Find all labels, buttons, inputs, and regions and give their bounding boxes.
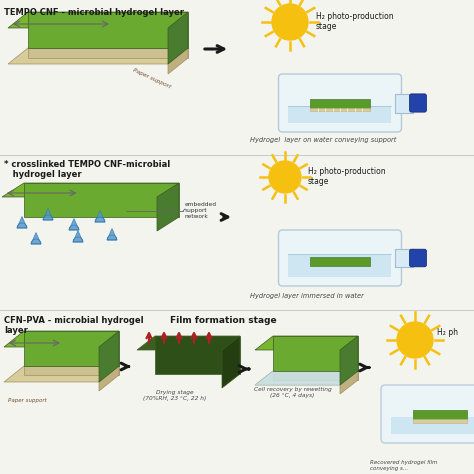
Text: Hydrogel  layer on water conveying support: Hydrogel layer on water conveying suppor… bbox=[250, 137, 396, 143]
Polygon shape bbox=[99, 366, 119, 391]
FancyBboxPatch shape bbox=[410, 249, 427, 267]
Text: embedded
support
network: embedded support network bbox=[185, 202, 217, 219]
Bar bbox=[289, 254, 392, 277]
Bar bbox=[310, 108, 370, 111]
Polygon shape bbox=[222, 336, 240, 388]
Text: H₂ photo-production
stage: H₂ photo-production stage bbox=[308, 167, 386, 186]
Text: TEMPO CNF - microbial hydrogel layer: TEMPO CNF - microbial hydrogel layer bbox=[4, 8, 184, 17]
Polygon shape bbox=[340, 336, 358, 385]
Polygon shape bbox=[157, 183, 179, 231]
Polygon shape bbox=[340, 371, 358, 394]
Polygon shape bbox=[255, 371, 358, 385]
Polygon shape bbox=[273, 336, 358, 371]
Polygon shape bbox=[69, 219, 79, 230]
Text: Drying stage
(70%RH, 23 °C, 22 h): Drying stage (70%RH, 23 °C, 22 h) bbox=[143, 390, 206, 401]
Text: H₂ photo-production
stage: H₂ photo-production stage bbox=[316, 12, 393, 31]
Polygon shape bbox=[168, 12, 188, 64]
Bar bbox=[310, 257, 370, 266]
Circle shape bbox=[269, 161, 301, 193]
Polygon shape bbox=[155, 336, 240, 374]
Polygon shape bbox=[28, 48, 188, 58]
Text: Hydrogel layer immersed in water: Hydrogel layer immersed in water bbox=[250, 293, 364, 299]
Polygon shape bbox=[168, 48, 188, 74]
Polygon shape bbox=[17, 217, 27, 228]
FancyBboxPatch shape bbox=[279, 230, 401, 286]
FancyBboxPatch shape bbox=[279, 74, 401, 132]
Bar bbox=[413, 419, 467, 423]
Text: CFN-PVA - microbial hydrogel
layer: CFN-PVA - microbial hydrogel layer bbox=[4, 316, 144, 336]
Polygon shape bbox=[4, 331, 119, 347]
Polygon shape bbox=[137, 336, 240, 350]
Polygon shape bbox=[255, 336, 358, 350]
Text: Paper support: Paper support bbox=[132, 67, 172, 89]
Text: Cell recovery by rewetting
(26 °C, 4 days): Cell recovery by rewetting (26 °C, 4 day… bbox=[254, 387, 331, 398]
Text: Film formation stage: Film formation stage bbox=[170, 316, 277, 325]
Polygon shape bbox=[8, 12, 188, 28]
Circle shape bbox=[272, 4, 308, 40]
Polygon shape bbox=[24, 331, 119, 366]
Polygon shape bbox=[99, 331, 119, 382]
Polygon shape bbox=[4, 366, 119, 382]
Bar bbox=[395, 249, 413, 267]
Bar bbox=[289, 106, 392, 123]
Polygon shape bbox=[107, 228, 117, 240]
Polygon shape bbox=[73, 230, 83, 242]
Text: Paper support: Paper support bbox=[8, 398, 47, 403]
Polygon shape bbox=[95, 210, 105, 222]
Text: Recovered hydrogel film
conveying s...: Recovered hydrogel film conveying s... bbox=[370, 460, 438, 471]
Bar bbox=[413, 410, 467, 419]
Circle shape bbox=[397, 322, 433, 358]
Text: H₂ ph: H₂ ph bbox=[437, 328, 458, 337]
Polygon shape bbox=[28, 12, 188, 48]
Polygon shape bbox=[43, 209, 53, 220]
Polygon shape bbox=[273, 371, 358, 380]
Bar bbox=[310, 99, 370, 108]
Bar bbox=[391, 417, 474, 434]
Polygon shape bbox=[2, 183, 179, 197]
Bar bbox=[395, 93, 413, 112]
Polygon shape bbox=[8, 48, 188, 64]
FancyBboxPatch shape bbox=[381, 385, 474, 443]
Polygon shape bbox=[255, 371, 358, 385]
Polygon shape bbox=[24, 183, 179, 217]
Polygon shape bbox=[31, 233, 41, 244]
FancyBboxPatch shape bbox=[410, 94, 427, 112]
Polygon shape bbox=[24, 366, 119, 375]
Text: * crosslinked TEMPO CNF-microbial
   hydrogel layer: * crosslinked TEMPO CNF-microbial hydrog… bbox=[4, 160, 170, 179]
